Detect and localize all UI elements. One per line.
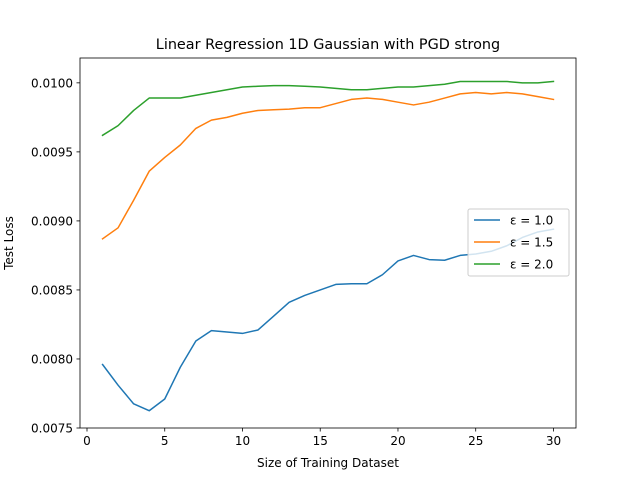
legend: ε = 1.0 ε = 1.5 ε = 2.0 bbox=[467, 208, 570, 277]
x-tick-label: 15 bbox=[313, 434, 328, 448]
chart-title: Linear Regression 1D Gaussian with PGD s… bbox=[156, 37, 500, 53]
y-axis: 0.0075 0.0080 0.0085 0.0090 0.0095 0.0100 bbox=[31, 76, 80, 436]
y-tick-label: 0.0085 bbox=[31, 283, 73, 297]
y-tick-label: 0.0095 bbox=[31, 145, 73, 159]
y-axis-label: Test Loss bbox=[2, 216, 16, 271]
x-tick-label: 0 bbox=[83, 434, 91, 448]
x-axis: 0 5 10 15 20 25 30 bbox=[83, 428, 561, 448]
legend-box bbox=[467, 208, 570, 277]
y-tick-label: 0.0080 bbox=[31, 352, 73, 366]
x-tick-label: 10 bbox=[235, 434, 250, 448]
x-axis-label: Size of Training Dataset bbox=[257, 456, 399, 470]
x-tick-label: 5 bbox=[161, 434, 169, 448]
series-line-2 bbox=[101, 91, 555, 240]
x-tick-label: 20 bbox=[390, 434, 405, 448]
axes-frame bbox=[79, 57, 577, 429]
series-line-3 bbox=[101, 80, 555, 137]
x-tick-label: 25 bbox=[468, 434, 483, 448]
y-tick-label: 0.0075 bbox=[31, 422, 73, 436]
y-tick-label: 0.0100 bbox=[31, 76, 73, 90]
x-tick-label: 30 bbox=[546, 434, 561, 448]
y-tick-label: 0.0090 bbox=[31, 214, 73, 228]
legend-label-2: ε = 1.5 bbox=[510, 236, 553, 250]
legend-label-3: ε = 2.0 bbox=[510, 258, 553, 272]
legend-label-1: ε = 1.0 bbox=[510, 214, 553, 228]
